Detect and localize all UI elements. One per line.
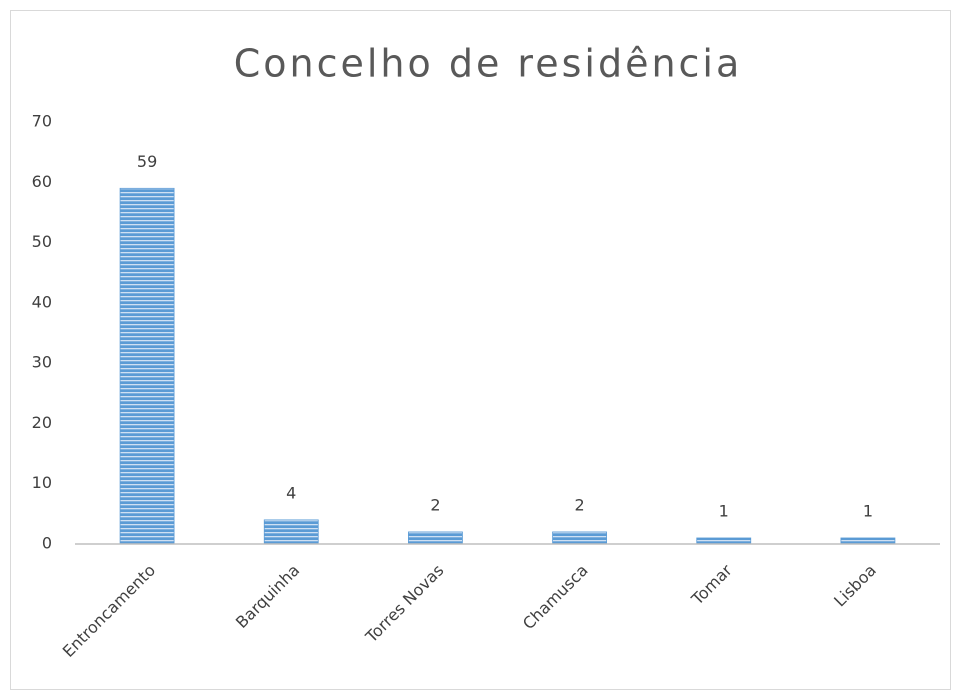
y-tick-label: 0 (42, 534, 52, 553)
y-tick-label: 50 (32, 232, 52, 251)
data-label: 1 (719, 501, 729, 520)
bar (408, 531, 463, 545)
data-label: 2 (430, 495, 440, 514)
bar (840, 537, 896, 545)
y-tick-label: 30 (32, 353, 52, 372)
data-label: 1 (863, 501, 873, 520)
data-label: 2 (574, 495, 584, 514)
y-tick-label: 10 (32, 473, 52, 492)
y-tick-label: 60 (32, 172, 52, 191)
y-tick-label: 40 (32, 292, 52, 311)
data-label: 4 (286, 483, 296, 502)
bar (696, 537, 752, 545)
y-tick-label: 20 (32, 413, 52, 432)
bar (552, 531, 607, 545)
bar (263, 519, 319, 545)
chart-title: Concelho de residência (234, 42, 743, 86)
data-label: 59 (137, 152, 157, 171)
y-tick-label: 70 (32, 112, 52, 131)
bar (119, 187, 175, 545)
